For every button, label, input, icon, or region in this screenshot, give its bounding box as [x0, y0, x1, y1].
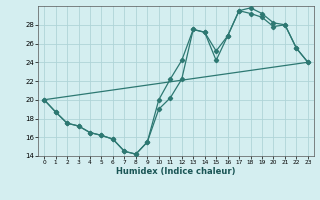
X-axis label: Humidex (Indice chaleur): Humidex (Indice chaleur): [116, 167, 236, 176]
